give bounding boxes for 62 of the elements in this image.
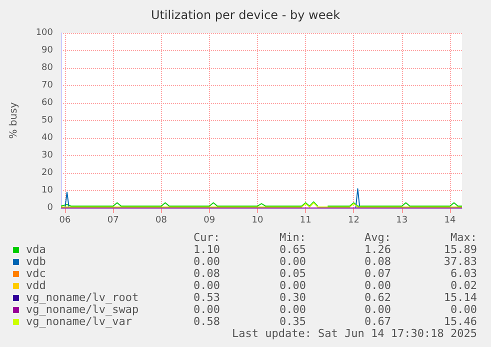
text: 0.08	[364, 255, 392, 268]
text: 1.26	[364, 243, 392, 256]
legend-label: vg_noname/lv_var	[26, 315, 132, 328]
text: 0.35	[280, 315, 306, 328]
text: 0.30	[280, 291, 306, 304]
text: 0.00	[194, 255, 220, 268]
y-tick-label: 100	[36, 28, 54, 38]
text: 0.00	[364, 303, 392, 316]
text: 15.46	[444, 315, 478, 328]
text: 0.00	[194, 303, 220, 316]
text: 0.05	[280, 267, 306, 280]
x-tick-label: 13	[396, 216, 408, 226]
x-tick-label: 10	[252, 216, 264, 226]
text: 0.02	[450, 279, 478, 292]
y-tick-label: 0	[47, 203, 54, 213]
text: 0.00	[280, 255, 306, 268]
text: Max:	[450, 231, 478, 244]
y-tick-label: 40	[42, 133, 54, 143]
text: Cur:	[194, 231, 220, 244]
x-tick-label: 08	[156, 216, 168, 226]
x-tick-label: 06	[59, 216, 72, 226]
y-axis-title: % busy	[8, 102, 20, 139]
x-tick-label: 07	[107, 216, 119, 226]
legend-label: vdc	[26, 267, 46, 280]
x-tick-label: 11	[300, 216, 312, 226]
text: 0.53	[194, 291, 220, 304]
text: 0.00	[280, 279, 306, 292]
text: 0.00	[450, 303, 478, 316]
text: 0.62	[364, 291, 392, 304]
y-tick-label: 20	[42, 168, 54, 178]
legend-label: vg_noname/lv_root	[26, 291, 139, 304]
text: 1.10	[194, 243, 220, 256]
y-tick-label: 30	[42, 150, 54, 160]
chart-title: Utilization per device - by week	[150, 8, 340, 22]
y-tick-label: 50	[42, 116, 54, 126]
text: 0.08	[194, 267, 220, 280]
text: 0.65	[280, 243, 306, 256]
y-tick-label: 60	[42, 98, 54, 108]
legend-label: vda	[26, 243, 46, 256]
text: Last update: Sat Jun 14 17:30:18 2025	[232, 327, 478, 340]
text: 0.00	[280, 303, 306, 316]
text: 37.83	[444, 255, 478, 268]
x-tick-label: 09	[204, 216, 216, 226]
x-tick-label: 12	[348, 216, 360, 226]
y-tick-label: 10	[42, 186, 54, 196]
text: 15.89	[444, 243, 478, 256]
text: 0.07	[364, 267, 392, 280]
y-tick-label: 70	[42, 80, 54, 90]
text: Avg:	[364, 231, 392, 244]
text: 6.03	[450, 267, 478, 280]
legend-label: vdd	[26, 279, 46, 292]
text: 15.14	[444, 291, 478, 304]
text: Min:	[280, 231, 306, 244]
text: 0.67	[364, 315, 392, 328]
legend-label: vg_noname/lv_swap	[26, 303, 139, 316]
y-tick-label: 80	[42, 63, 54, 73]
x-tick-label: 14	[444, 216, 456, 226]
y-tick-label: 90	[42, 46, 54, 56]
legend-label: vdb	[26, 255, 46, 268]
text: 0.00	[194, 279, 220, 292]
text: 0.00	[364, 279, 392, 292]
text: 0.58	[194, 315, 220, 328]
